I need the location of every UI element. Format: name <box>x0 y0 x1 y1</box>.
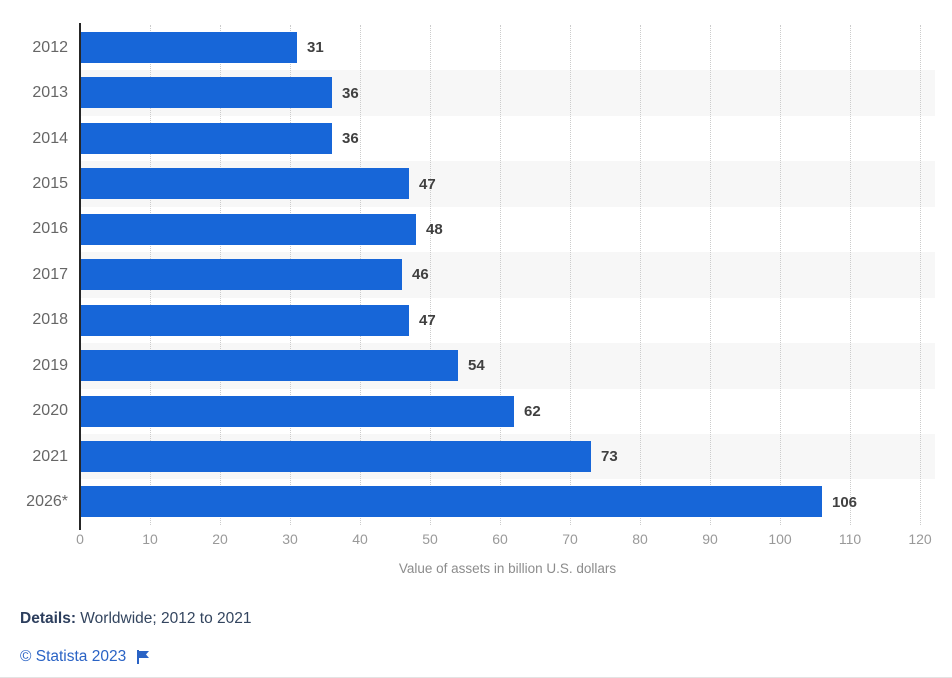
chart-rows: 2012 31 2013 36 2014 36 2015 47 2016 48 2017 46 2018… <box>0 23 935 530</box>
chart-row: 2017 46 <box>0 252 935 298</box>
plot-band: 62 <box>80 389 935 434</box>
value-label: 73 <box>601 448 618 466</box>
plot-band: 48 <box>80 207 935 252</box>
value-label: 46 <box>412 266 429 284</box>
chart-row: 2020 62 <box>0 389 935 434</box>
x-tick-label: 120 <box>908 530 932 547</box>
bar <box>80 122 332 154</box>
value-label: 47 <box>419 311 436 329</box>
bar <box>80 213 416 245</box>
x-axis-title: Value of assets in billion U.S. dollars <box>398 560 617 576</box>
value-label: 47 <box>419 175 436 193</box>
x-tick-label: 80 <box>632 530 648 547</box>
y-axis-line <box>79 23 81 530</box>
x-tick-label: 110 <box>838 530 862 547</box>
plot-band: 47 <box>80 298 935 343</box>
x-tick-label: 90 <box>702 530 718 547</box>
category-label: 2015 <box>32 175 68 193</box>
bar <box>80 168 409 200</box>
value-label: 54 <box>468 357 485 375</box>
plot-band: 47 <box>80 161 935 207</box>
plot-band: 46 <box>80 252 935 298</box>
category-label: 2014 <box>32 129 68 147</box>
value-label: 31 <box>307 39 324 57</box>
chart-row: 2021 73 <box>0 433 935 480</box>
value-label: 106 <box>832 493 858 511</box>
bar <box>80 259 402 291</box>
bar <box>80 77 332 109</box>
x-tick-label: 30 <box>282 530 298 547</box>
plot-band: 54 <box>80 343 935 389</box>
chart-row: 2018 47 <box>0 298 935 343</box>
category-label: 2012 <box>32 38 68 56</box>
plot-band: 106 <box>80 479 935 524</box>
plot-band: 73 <box>80 433 935 480</box>
plot-band: 36 <box>80 116 935 161</box>
x-tick-label: 10 <box>142 530 158 547</box>
x-tick-label: 40 <box>352 530 368 547</box>
chart-row: 2019 54 <box>0 343 935 389</box>
flag-icon[interactable] <box>136 649 151 665</box>
chart-row: 2012 31 <box>0 25 935 70</box>
plot-band: 31 <box>80 25 935 70</box>
value-label: 48 <box>426 220 443 238</box>
value-label: 36 <box>342 130 359 148</box>
statista-attribution: © Statista 2023 <box>20 648 151 666</box>
category-label: 2021 <box>32 447 68 465</box>
chart-row: 2016 48 <box>0 207 935 252</box>
value-label: 62 <box>524 402 541 420</box>
chart-row: 2026* 106 <box>0 479 935 524</box>
details-label: Details: <box>20 610 76 627</box>
chart-row: 2015 47 <box>0 161 935 207</box>
bar <box>80 395 514 427</box>
category-label: 2018 <box>32 311 68 329</box>
x-tick-label: 20 <box>212 530 228 547</box>
category-label: 2019 <box>32 356 68 374</box>
plot-band: 36 <box>80 70 935 116</box>
value-label: 36 <box>342 84 359 102</box>
bar <box>80 350 458 382</box>
details-line: Details: Worldwide; 2012 to 2021 <box>20 610 252 628</box>
x-tick-label: 70 <box>562 530 578 547</box>
category-label: 2026* <box>26 493 68 511</box>
details-text: Worldwide; 2012 to 2021 <box>76 610 252 627</box>
category-label: 2016 <box>32 220 68 238</box>
bar <box>80 486 822 518</box>
x-tick-label: 50 <box>422 530 438 547</box>
x-tick-label: 0 <box>76 530 84 547</box>
bar-chart: 2012 31 2013 36 2014 36 2015 47 2016 48 2017 46 2018… <box>0 23 935 576</box>
x-axis-ticks: 0 10 20 30 40 50 60 70 80 90 100 110 120 <box>0 531 935 553</box>
bar <box>80 32 297 63</box>
category-label: 2017 <box>32 265 68 283</box>
bar <box>80 304 409 336</box>
chart-row: 2013 36 <box>0 70 935 116</box>
x-tick-label: 60 <box>492 530 508 547</box>
category-label: 2020 <box>32 402 68 420</box>
x-tick-label: 100 <box>768 530 792 547</box>
chart-row: 2014 36 <box>0 116 935 161</box>
category-label: 2013 <box>32 84 68 102</box>
bar <box>80 440 591 472</box>
statista-copyright-link[interactable]: © Statista 2023 <box>20 648 127 665</box>
